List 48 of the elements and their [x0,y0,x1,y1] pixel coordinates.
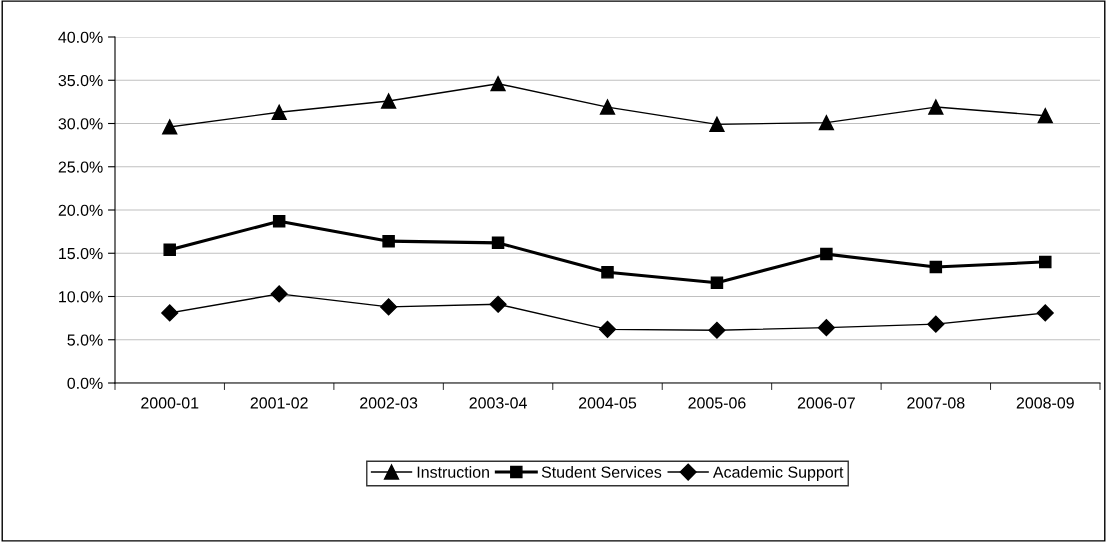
point [272,214,286,228]
y-tick-label: 25.0% [58,161,103,173]
point [598,320,617,338]
point [708,321,726,339]
point [599,99,616,115]
point [161,304,179,322]
point [1039,255,1052,269]
y-tick-label: 10.0% [59,291,103,303]
legend-label: Academic Support [712,466,844,481]
x-tick-label: 2008-09 [1016,397,1074,409]
point [601,266,614,279]
point [163,243,176,257]
y-tick-label: 0.0% [67,377,103,389]
point [820,247,833,261]
point [928,99,944,115]
point [271,104,287,120]
point [929,260,943,274]
y-tick-label: 35.0% [58,74,103,87]
point [382,234,395,248]
point [1036,304,1054,322]
point [818,114,835,131]
point [162,119,178,135]
y-tick-label: 20.0% [58,204,103,216]
x-tick-label: 2007-08 [907,397,965,409]
legend-label: Instruction [417,466,489,478]
x-tick-label: 2006-07 [797,397,855,409]
x-tick-label: 2004-05 [579,397,637,409]
point [710,276,724,289]
y-tick-label: 5.0% [67,334,103,346]
point [709,116,725,133]
point [491,236,505,250]
legend-label: Student Services [541,466,662,478]
y-tick-label: 40.0% [58,31,103,43]
point [817,319,835,337]
x-tick-label: 2003-04 [469,397,527,409]
point [270,285,288,303]
x-tick-label: 2001-02 [250,397,308,409]
x-tick-label: 2002-03 [360,397,418,409]
point [1037,108,1053,124]
x-tick-label: 2000-01 [141,397,199,409]
point [490,76,506,92]
point [489,295,507,313]
y-tick-label: 15.0% [59,247,103,260]
point [927,315,945,333]
point [380,93,397,109]
y-tick-label: 30.0% [58,118,103,130]
x-tick-label: 2005-06 [688,397,746,409]
point [380,298,398,316]
